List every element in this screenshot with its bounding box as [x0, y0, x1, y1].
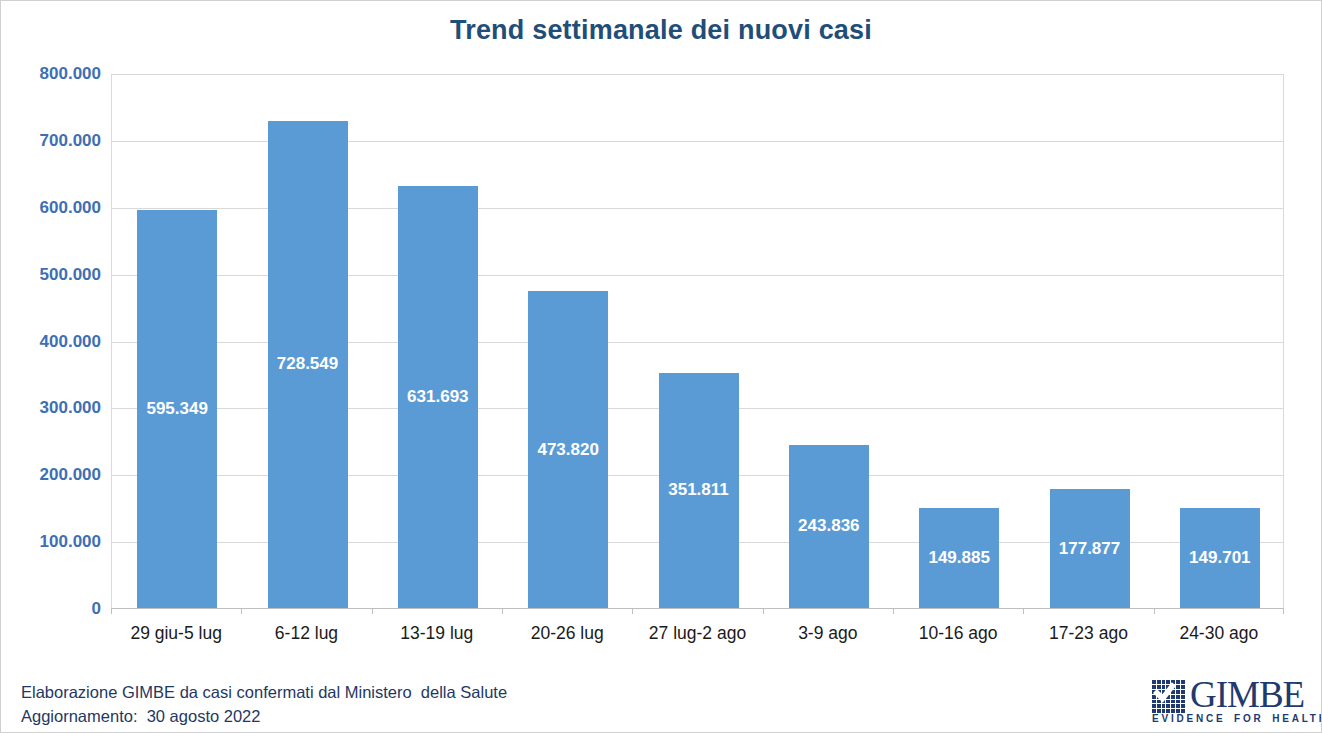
- x-axis-tick-label: 10-16 ago: [893, 620, 1023, 646]
- y-axis-tick-label: 800.000: [1, 63, 101, 85]
- bar: 243.836: [789, 445, 869, 608]
- axis-tick-mark: [502, 608, 503, 614]
- plot-area: 595.349 728.549 631.693 473.820 351.811 243.8…: [111, 74, 1284, 609]
- bar-value-label: 595.349: [127, 398, 227, 420]
- x-axis-tick-label: 6-12 lug: [241, 620, 371, 646]
- bar: 473.820: [528, 291, 608, 608]
- bar-value-label: 473.820: [518, 439, 618, 461]
- axis-tick-mark: [372, 608, 373, 614]
- x-axis: 29 giu-5 lug6-12 lug13-19 lug20-26 lug27…: [111, 620, 1284, 646]
- y-axis-tick-label: 100.000: [1, 531, 101, 553]
- y-axis: 800.000 700.000 600.000 500.000 400.000 300.0…: [1, 1, 101, 733]
- bar: 631.693: [398, 186, 478, 608]
- bar: 177.877: [1050, 489, 1130, 608]
- bar: 351.811: [659, 373, 739, 608]
- y-axis-tick-label: 600.000: [1, 197, 101, 219]
- axis-tick-mark: [632, 608, 633, 614]
- bar-value-label: 728.549: [258, 353, 358, 375]
- chart-window: Trend settimanale dei nuovi casi 800.000…: [0, 0, 1322, 733]
- axis-tick-mark: [1023, 608, 1024, 614]
- axis-tick-mark: [763, 608, 764, 614]
- axis-tick-mark: [1283, 608, 1284, 614]
- gimbe-logo: GIMBE EVIDENCE FOR HEALTH: [1151, 679, 1303, 727]
- x-axis-tick-label: 17-23 ago: [1023, 620, 1153, 646]
- x-axis-tick-marks: [111, 608, 1284, 614]
- bar-value-label: 149.701: [1170, 547, 1270, 569]
- gimbe-logo-tagline: EVIDENCE FOR HEALTH: [1152, 713, 1322, 724]
- footer-source-note: Elaborazione GIMBE da casi confermati da…: [21, 680, 507, 704]
- x-axis-tick-label: 27 lug-2 ago: [632, 620, 762, 646]
- x-axis-tick-label: 13-19 lug: [372, 620, 502, 646]
- y-axis-tick-label: 0: [1, 598, 101, 620]
- bar-value-label: 149.885: [909, 547, 1009, 569]
- y-axis-tick-label: 300.000: [1, 397, 101, 419]
- axis-tick-mark: [241, 608, 242, 614]
- footer-update-date: Aggiornamento: 30 agosto 2022: [21, 704, 507, 728]
- bar-value-label: 177.877: [1040, 538, 1140, 560]
- y-axis-tick-label: 500.000: [1, 264, 101, 286]
- y-axis-tick-label: 200.000: [1, 464, 101, 486]
- footer: Elaborazione GIMBE da casi confermati da…: [21, 680, 507, 728]
- gimbe-logo-text: GIMBE: [1190, 676, 1304, 714]
- x-axis-tick-label: 20-26 lug: [502, 620, 632, 646]
- y-axis-tick-label: 700.000: [1, 130, 101, 152]
- axis-tick-mark: [111, 608, 112, 614]
- axis-tick-mark: [893, 608, 894, 614]
- check-icon: [1152, 680, 1185, 713]
- bar: 728.549: [268, 121, 348, 608]
- chart-title: Trend settimanale dei nuovi casi: [1, 15, 1321, 46]
- gimbe-checkmark-grid-icon: [1152, 680, 1185, 713]
- x-axis-tick-label: 24-30 ago: [1154, 620, 1284, 646]
- x-axis-tick-label: 3-9 ago: [763, 620, 893, 646]
- bar-value-label: 243.836: [779, 515, 879, 537]
- bar: 149.701: [1180, 508, 1260, 608]
- y-axis-tick-label: 400.000: [1, 331, 101, 353]
- bar: 595.349: [137, 210, 217, 608]
- bar: 149.885: [919, 508, 999, 608]
- bar-value-label: 631.693: [388, 386, 488, 408]
- axis-tick-mark: [1154, 608, 1155, 614]
- x-axis-tick-label: 29 giu-5 lug: [111, 620, 241, 646]
- bar-value-label: 351.811: [649, 479, 749, 501]
